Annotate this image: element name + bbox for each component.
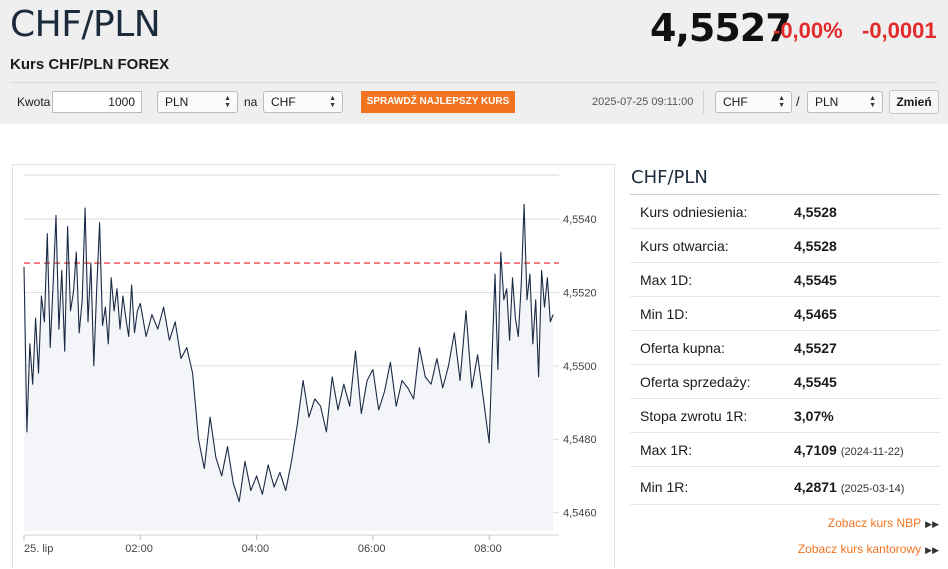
stat-row: Min 1R: 4,2871 (2025-03-14) xyxy=(630,467,940,505)
stat-row: Max 1D: 4,5545 xyxy=(630,263,940,297)
select-arrows-icon: ▲ ▼ xyxy=(778,95,785,109)
price-chart[interactable]: 4,5460 4,5480 4,5500 4,5520 4,5540 25. lip 02:… xyxy=(12,164,615,568)
pair-separator: / xyxy=(796,94,800,109)
pair-base-select[interactable]: CHF ▲ ▼ xyxy=(715,91,792,113)
stat-row: Kurs odniesienia: 4,5528 xyxy=(630,195,940,229)
select-arrows-icon: ▲ ▼ xyxy=(869,95,876,109)
stat-label: Kurs odniesienia: xyxy=(640,204,748,220)
check-best-rate-button[interactable]: SPRAWDŹ NAJLEPSZY KURS xyxy=(361,91,515,113)
y-tick-label: 4,5500 xyxy=(563,361,597,373)
stat-row: Oferta kupna: 4,5527 xyxy=(630,331,940,365)
quote-timestamp: 2025-07-25 09:11:00 xyxy=(592,96,694,108)
stat-value: 4,5527 xyxy=(794,340,837,356)
stat-row: Stopa zwrotu 1R: 3,07% xyxy=(630,399,940,433)
page-title: CHF/PLN xyxy=(10,4,161,45)
to-label: na xyxy=(244,95,258,109)
stat-value: 4,5545 xyxy=(794,272,837,288)
y-tick-label: 4,5480 xyxy=(563,434,597,446)
nbp-rate-link-label: Zobacz kurs NBP xyxy=(827,516,922,530)
amount-label: Kwota xyxy=(17,95,51,109)
y-tick-label: 4,5540 xyxy=(563,214,597,226)
nbp-rate-link[interactable]: Zobacz kurs NBP ▶▶ xyxy=(828,516,939,530)
current-price: 4,5527 xyxy=(650,6,792,50)
x-tick-label: 08:00 xyxy=(474,543,502,555)
pair-quote-select[interactable]: PLN ▲ ▼ xyxy=(807,91,883,113)
y-tick-label: 4,5520 xyxy=(563,287,597,299)
x-tick-label: 04:00 xyxy=(242,543,270,555)
to-currency-select[interactable]: CHF ▲ ▼ xyxy=(263,91,343,113)
stat-label: Oferta kupna: xyxy=(640,340,725,356)
stat-row: Oferta sprzedaży: 4,5545 xyxy=(630,365,940,399)
change-pair-button[interactable]: Zmień xyxy=(889,90,939,114)
stat-value: 4,5465 xyxy=(794,306,837,322)
stat-value: 4,7109 (2024-11-22) xyxy=(794,442,904,458)
select-arrows-icon: ▲ ▼ xyxy=(224,95,231,109)
header-divider xyxy=(10,82,938,83)
y-tick-label: 4,5460 xyxy=(563,508,597,520)
double-chevron-right-icon: ▶▶ xyxy=(925,519,939,529)
change-percent: -0,00% xyxy=(773,18,843,43)
select-arrows-icon: ▲ ▼ xyxy=(329,95,336,109)
pair-quote-value: PLN xyxy=(815,95,839,109)
stat-value: 3,07% xyxy=(794,408,834,424)
chart-svg: 4,5460 4,5480 4,5500 4,5520 4,5540 25. lip 02:… xyxy=(23,174,597,555)
pair-base-value: CHF xyxy=(723,95,748,109)
stat-label: Oferta sprzedaży: xyxy=(640,374,751,390)
stat-row: Max 1R: 4,7109 (2024-11-22) xyxy=(630,433,940,467)
stat-label: Kurs otwarcia: xyxy=(640,238,729,254)
stat-label: Max 1R: xyxy=(640,442,693,458)
stat-value: 4,5528 xyxy=(794,238,837,254)
stat-value: 4,5545 xyxy=(794,374,837,390)
quote-header: CHF/PLN Kurs CHF/PLN FOREX 4,5527 -0,00%… xyxy=(0,0,948,124)
to-currency-value: CHF xyxy=(271,95,296,109)
series-area-fill xyxy=(24,204,554,531)
vertical-divider xyxy=(703,90,704,114)
stat-label: Min 1R: xyxy=(640,479,689,495)
amount-input[interactable]: 1000 xyxy=(52,91,142,113)
stat-label: Max 1D: xyxy=(640,272,693,288)
page-subtitle: Kurs CHF/PLN FOREX xyxy=(10,56,170,73)
sidebar-divider xyxy=(630,194,940,195)
x-tick-label: 06:00 xyxy=(358,543,386,555)
stat-label: Min 1D: xyxy=(640,306,689,322)
stat-value: 4,2871 (2025-03-14) xyxy=(794,479,905,495)
series-line xyxy=(23,203,554,503)
stat-date: (2024-11-22) xyxy=(840,446,904,458)
sidebar-title: CHF/PLN xyxy=(631,167,708,188)
change-absolute: -0,0001 xyxy=(862,18,937,43)
double-chevron-right-icon: ▶▶ xyxy=(925,545,939,555)
x-tick-label: 02:00 xyxy=(125,543,153,555)
stat-row: Min 1D: 4,5465 xyxy=(630,297,940,331)
stat-date: (2025-03-14) xyxy=(840,483,905,495)
from-currency-select[interactable]: PLN ▲ ▼ xyxy=(157,91,238,113)
exchange-office-rate-link-label: Zobacz kurs kantorowy xyxy=(797,542,922,556)
stat-row: Kurs otwarcia: 4,5528 xyxy=(630,229,940,263)
x-tick-label: 25. lip xyxy=(24,543,53,555)
exchange-office-rate-link[interactable]: Zobacz kurs kantorowy ▶▶ xyxy=(798,542,939,556)
stat-label: Stopa zwrotu 1R: xyxy=(640,408,748,424)
from-currency-value: PLN xyxy=(165,95,189,109)
stat-value: 4,5528 xyxy=(794,204,837,220)
